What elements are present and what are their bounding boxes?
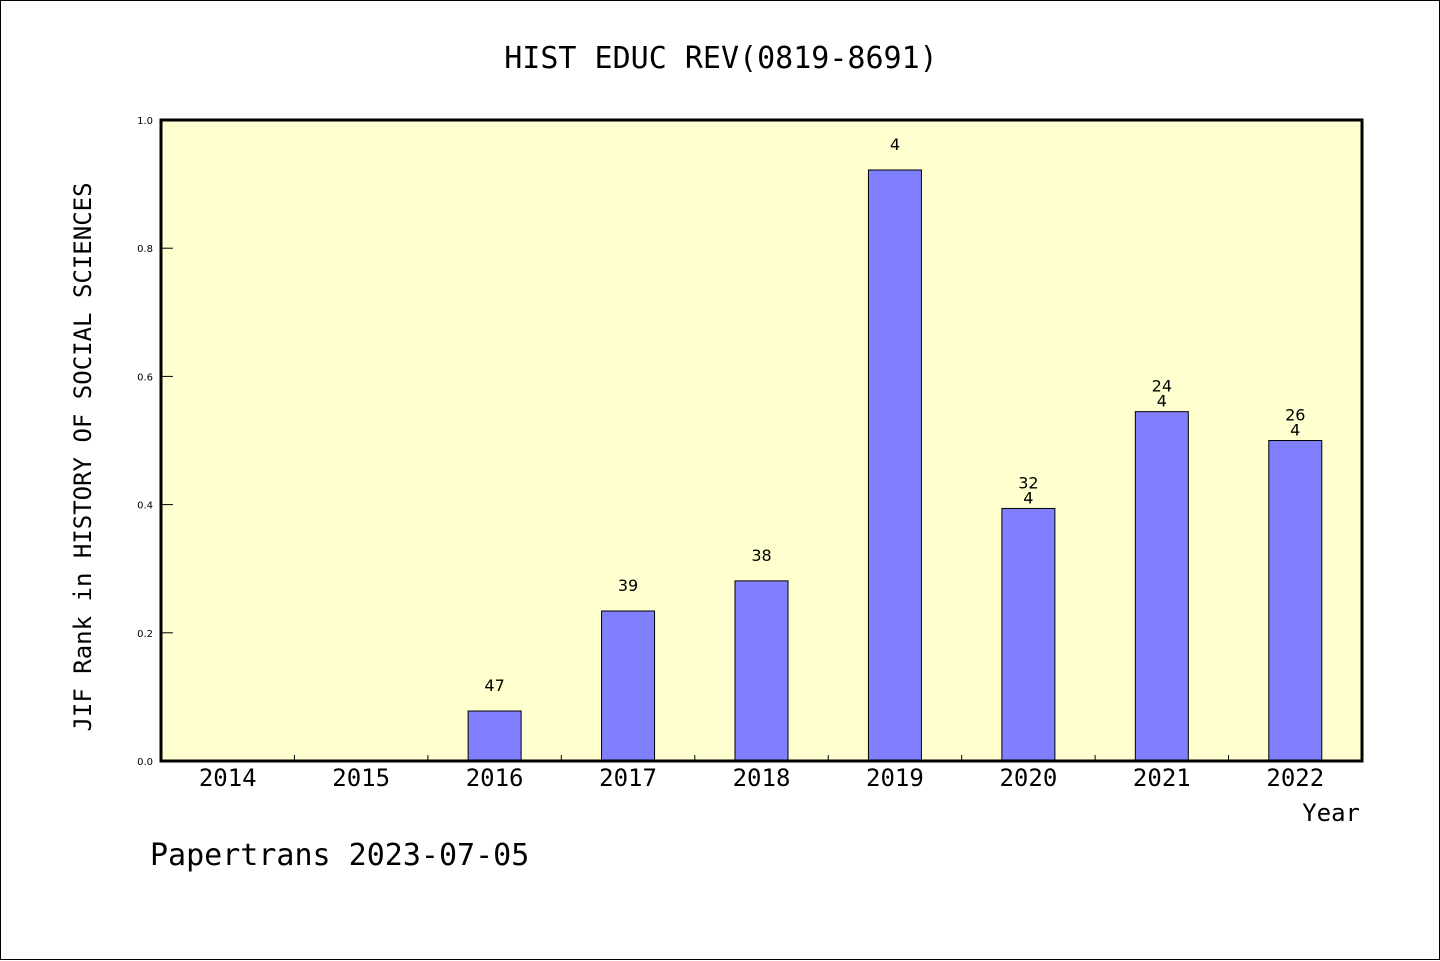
footer-text: Papertrans 2023-07-05 [150,838,529,873]
bar-value-label: 4 [1023,488,1033,507]
y-tick-label: 0.6 [137,372,153,383]
plot-frame [159,118,1364,763]
y-tick-label: 0.8 [137,244,153,255]
bar-value-label: 32 [1018,473,1038,492]
bar-2018 [734,580,789,762]
bar-value-label: 24 [1152,377,1172,396]
bar-value-label: 26 [1285,406,1305,425]
x-tick-label: 2019 [866,764,924,792]
bar-value-label: 4 [890,135,900,154]
y-axis-label: JIF Rank in HISTORY OF SOCIAL SCIENCES [69,182,97,731]
bar-value-label: 4 [1157,392,1167,411]
bar-2019 [867,169,922,762]
chart-title: HIST EDUC REV(0819-8691) [504,41,937,76]
x-tick-label: 2018 [733,764,791,792]
bar-value-label: 47 [484,676,504,695]
y-tick-label: 1.0 [137,116,153,127]
y-tick-label: 0.2 [137,629,153,640]
x-tick-label: 2021 [1133,764,1191,792]
x-tick-label: 2016 [466,764,524,792]
bar-value-label: 4 [1290,421,1300,440]
x-tick-label: 2020 [999,764,1057,792]
bar-2016 [467,710,522,762]
bar-2022 [1268,440,1323,762]
bar-value-label: 38 [751,546,771,565]
x-tick-label: 2022 [1266,764,1324,792]
bar-2021 [1134,411,1189,762]
x-tick-label: 2017 [599,764,657,792]
x-axis-label: Year [1302,799,1360,827]
bar-2020 [1001,507,1056,762]
y-tick-label: 0.4 [137,501,153,512]
bar-2017 [601,610,656,762]
bar-value-label: 39 [618,576,638,595]
y-tick-label: 0.0 [137,757,153,768]
axis-layer: 0.0 0.2 0.4 0.6 0.8 1.0 2014 2015 2016 2017 2018 20… [137,116,1324,792]
x-tick-label: 2015 [332,764,390,792]
x-tick-label: 2014 [199,764,257,792]
